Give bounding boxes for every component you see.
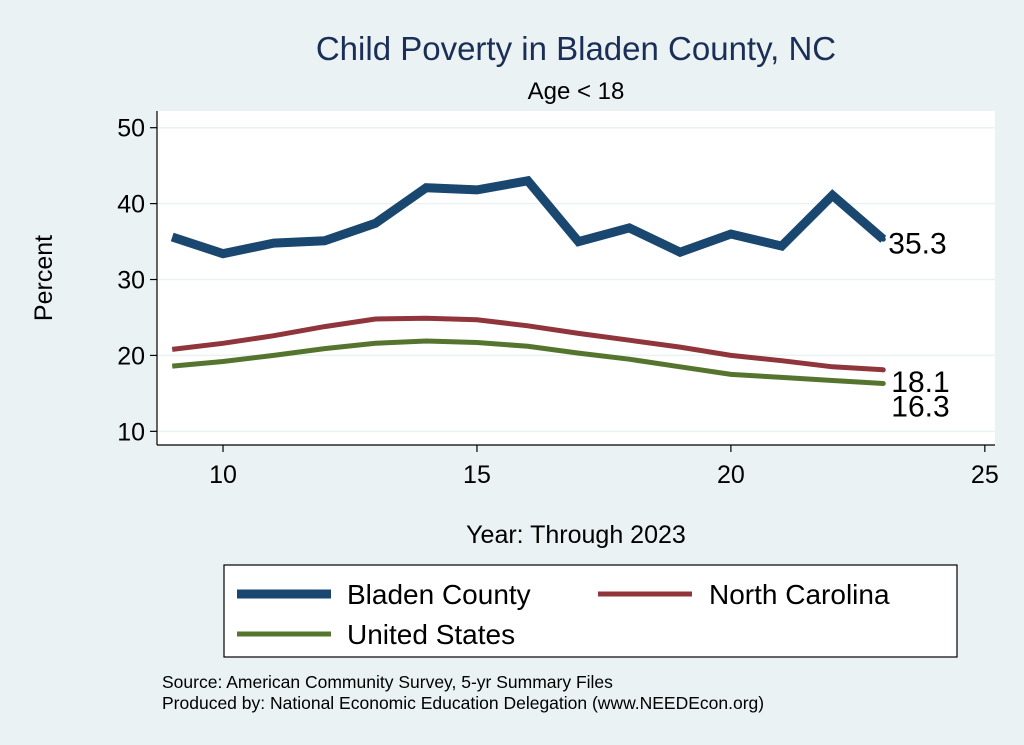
legend: Bladen County North Carolina United States <box>237 579 890 650</box>
source-note: Source: American Community Survey, 5-yr … <box>162 672 613 692</box>
y-tick-label-30: 30 <box>117 267 145 295</box>
north-carolina-end-point <box>880 367 886 373</box>
y-axis-ticks: 10 20 30 40 50 <box>117 115 157 446</box>
x-tick-label-10: 10 <box>209 461 237 489</box>
plot-area <box>157 111 995 445</box>
legend-label-united-states: United States <box>347 619 515 650</box>
bladen-county-end-point <box>880 236 886 242</box>
x-tick-label-20: 20 <box>717 461 745 489</box>
legend-label-bladen-county: Bladen County <box>347 579 531 610</box>
y-tick-label-20: 20 <box>117 342 145 370</box>
chart-subtitle: Age < 18 <box>528 78 625 105</box>
producer-note: Produced by: National Economic Education… <box>162 693 764 713</box>
y-tick-label-50: 50 <box>117 115 145 143</box>
legend-box <box>223 564 958 658</box>
y-tick-label-40: 40 <box>117 191 145 219</box>
x-axis-ticks: 10 15 20 25 <box>209 445 999 489</box>
chart-title: Child Poverty in Bladen County, NC <box>316 30 836 67</box>
end-labels: 35.3 18.116.3 <box>888 227 949 423</box>
x-tick-label-25: 25 <box>971 461 999 489</box>
united-states-end-point <box>880 381 886 387</box>
y-axis-label: Percent <box>30 235 58 321</box>
united-states-line <box>171 338 884 386</box>
grid-lines <box>157 126 995 433</box>
legend-label-north-carolina: North Carolina <box>709 579 890 610</box>
north-carolina-line <box>171 315 884 373</box>
series-lines <box>170 175 887 387</box>
y-tick-label-10: 10 <box>117 418 145 446</box>
x-tick-label-15: 15 <box>463 461 491 489</box>
bladen-county-end-label: 35.3 <box>888 227 946 260</box>
north-carolina-end-label: 18.1 <box>891 366 949 399</box>
bladen-county-line <box>170 175 887 259</box>
x-axis-label: Year: Through 2023 <box>466 521 686 549</box>
united-states-end-label: 16.3 <box>891 391 949 424</box>
